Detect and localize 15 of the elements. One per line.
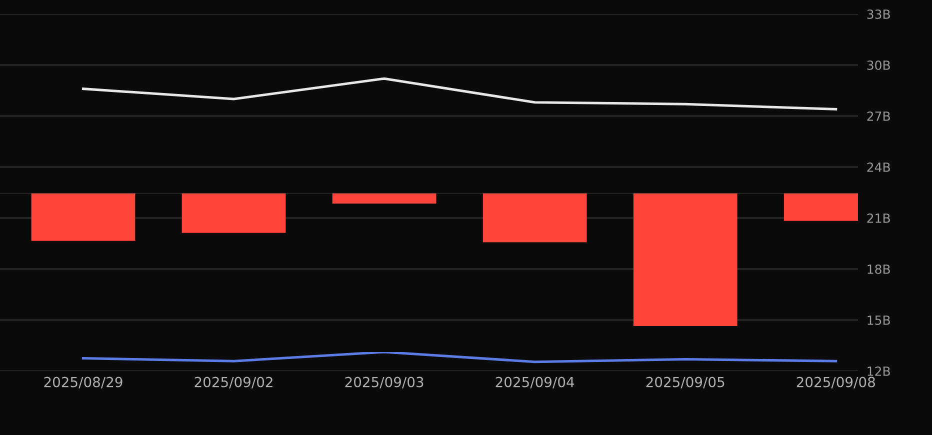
y-tick-label: 27B — [867, 111, 890, 121]
y-tick-label: 24B — [867, 162, 890, 172]
x-tick-label: 2025/09/02 — [194, 376, 272, 388]
x-tick-label: 2025/09/05 — [646, 376, 724, 388]
y-tick-label: 15B — [868, 316, 890, 325]
x-tick-label: 2025/09/08 — [796, 376, 875, 388]
x-tick-label: 2025/08/29 — [44, 376, 122, 388]
y-tick-label: 21B — [867, 213, 890, 223]
y-tick-label: 12B — [868, 366, 890, 376]
y-tick-label: 30B — [867, 60, 890, 70]
line-series — [82, 77, 838, 110]
y-tick-label: 18B — [868, 264, 890, 274]
x-tick-label: 2025/09/04 — [496, 376, 574, 388]
y-tick-label: 33B — [867, 9, 890, 19]
x-tick-label: 2025/09/03 — [345, 376, 424, 388]
